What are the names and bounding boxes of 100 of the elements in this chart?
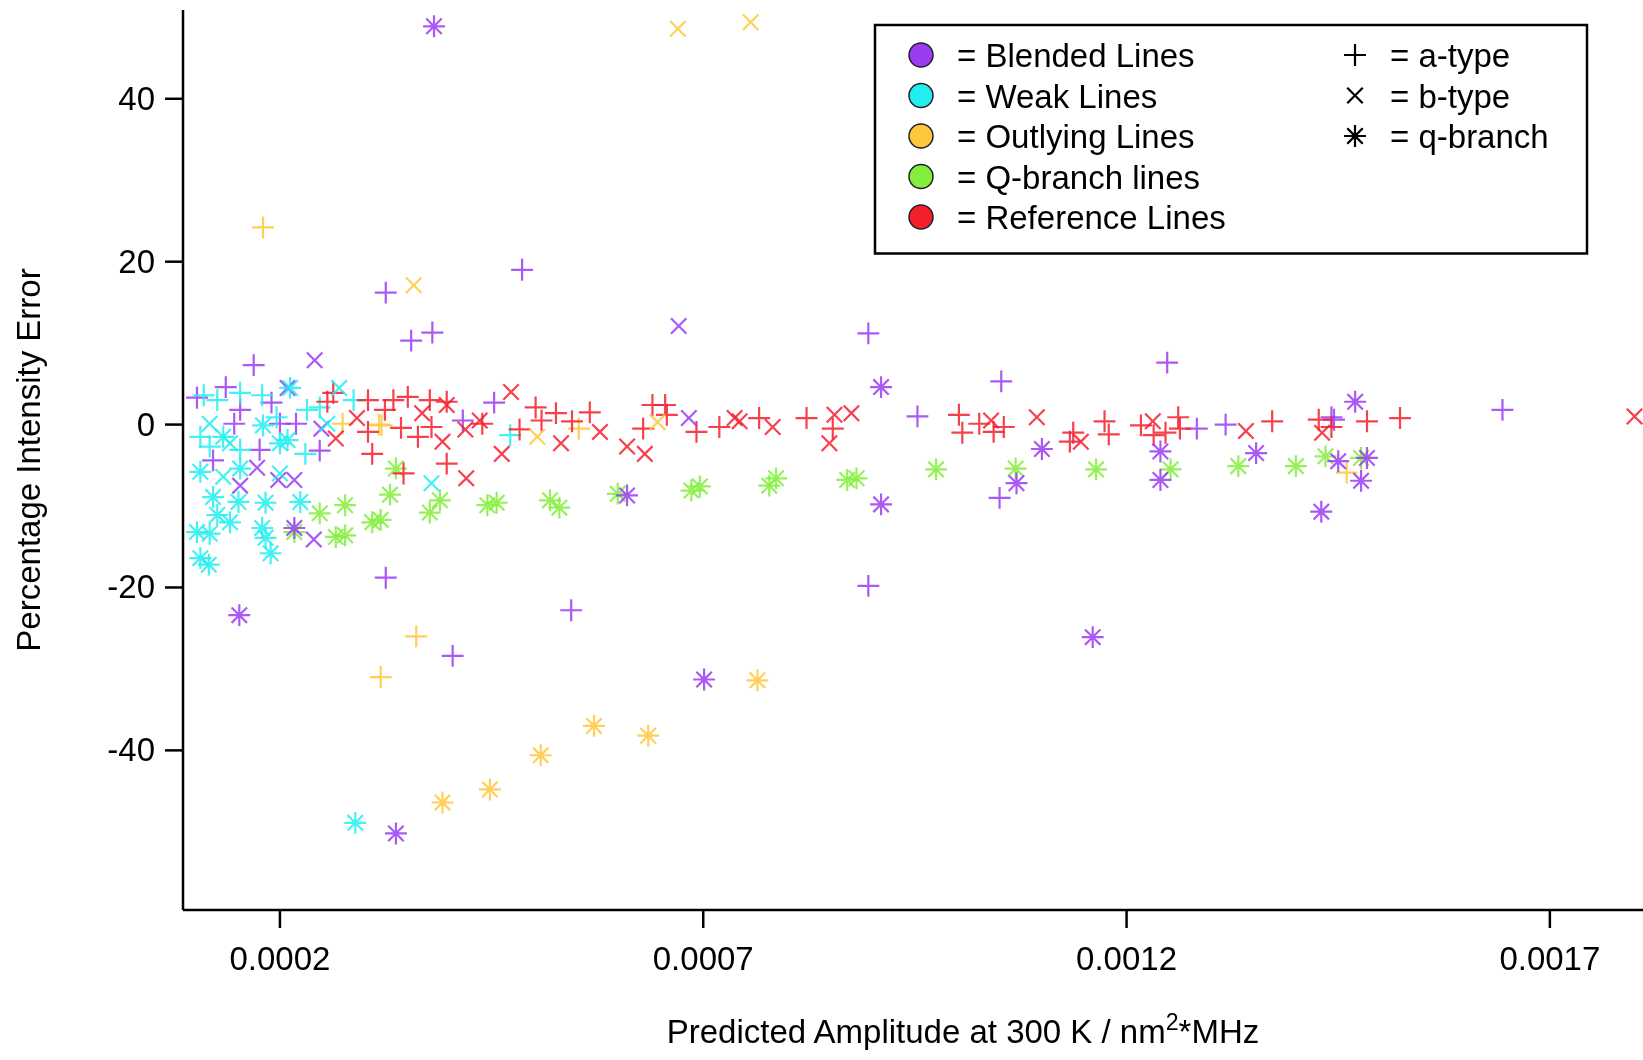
point xyxy=(418,501,441,524)
x-tick-label: 0.0017 xyxy=(1499,940,1601,977)
annotation: = q-branch xyxy=(1390,118,1549,155)
point xyxy=(334,494,357,517)
point xyxy=(405,625,428,648)
point xyxy=(1005,472,1028,495)
point xyxy=(296,398,318,421)
point xyxy=(369,666,392,688)
point xyxy=(1214,413,1237,436)
point xyxy=(529,744,552,767)
point xyxy=(259,542,282,565)
point xyxy=(511,258,534,281)
point xyxy=(1227,455,1250,478)
point xyxy=(544,402,567,425)
point xyxy=(530,409,553,432)
point xyxy=(857,322,880,345)
point xyxy=(251,384,274,407)
x-tick-label: 0.0012 xyxy=(1076,940,1178,977)
point xyxy=(795,407,818,429)
point xyxy=(990,370,1013,393)
point xyxy=(285,471,303,489)
point xyxy=(925,458,948,481)
point xyxy=(202,449,224,472)
point xyxy=(384,822,407,845)
point xyxy=(1144,412,1162,430)
point xyxy=(327,429,345,447)
point xyxy=(1030,438,1053,460)
point xyxy=(374,566,397,589)
point xyxy=(870,493,892,516)
point xyxy=(433,433,452,451)
point xyxy=(198,522,221,545)
point xyxy=(636,445,654,463)
point xyxy=(279,376,302,399)
y-tick-label: 20 xyxy=(118,242,155,280)
point xyxy=(1320,416,1343,438)
legend-label: = Outlying Lines xyxy=(957,118,1195,155)
point xyxy=(693,668,716,691)
point xyxy=(231,477,249,495)
legend-label: = Reference Lines xyxy=(957,199,1226,236)
point xyxy=(457,469,475,487)
point xyxy=(357,389,379,412)
point xyxy=(212,425,235,448)
point xyxy=(451,409,474,432)
point xyxy=(1154,421,1177,444)
point xyxy=(1149,469,1172,491)
point xyxy=(229,381,252,404)
point xyxy=(369,508,392,531)
point xyxy=(305,530,323,548)
point xyxy=(396,385,419,408)
point xyxy=(731,412,749,430)
point xyxy=(825,406,843,424)
point xyxy=(524,396,547,419)
point xyxy=(583,714,605,737)
y-tick-label: 40 xyxy=(118,79,155,117)
point xyxy=(294,442,317,465)
point xyxy=(670,317,688,335)
point xyxy=(1149,440,1172,463)
point xyxy=(308,439,331,462)
point xyxy=(578,401,601,424)
point xyxy=(252,414,274,437)
point xyxy=(1097,423,1120,446)
point xyxy=(357,420,379,443)
point xyxy=(361,442,384,465)
point xyxy=(192,384,215,407)
point xyxy=(471,411,489,430)
annotation: = b-type xyxy=(1390,77,1511,115)
point xyxy=(485,491,508,514)
point xyxy=(1284,455,1307,478)
point xyxy=(1237,422,1255,440)
point xyxy=(429,489,451,512)
point xyxy=(306,351,324,369)
point xyxy=(561,410,583,433)
point xyxy=(1093,410,1116,433)
point xyxy=(318,415,336,433)
point xyxy=(1344,390,1367,413)
point xyxy=(198,435,221,458)
point xyxy=(189,460,212,483)
point xyxy=(248,459,266,477)
point xyxy=(637,724,660,747)
point xyxy=(618,438,636,456)
point xyxy=(441,644,464,667)
point xyxy=(392,462,415,485)
point xyxy=(548,496,571,519)
point xyxy=(1350,469,1373,492)
point xyxy=(951,421,974,444)
point xyxy=(405,276,423,294)
point xyxy=(260,391,283,414)
y-tick-label: -40 xyxy=(107,731,155,769)
point xyxy=(344,811,367,834)
point xyxy=(289,491,312,513)
legend-label: = Blended Lines xyxy=(957,37,1195,74)
point xyxy=(214,468,232,486)
point xyxy=(1313,424,1331,442)
point xyxy=(1310,500,1333,523)
point xyxy=(742,13,760,31)
point xyxy=(228,604,251,627)
point xyxy=(820,434,838,452)
y-tick-label: -20 xyxy=(107,568,155,606)
point xyxy=(413,404,431,422)
point xyxy=(1261,410,1284,433)
